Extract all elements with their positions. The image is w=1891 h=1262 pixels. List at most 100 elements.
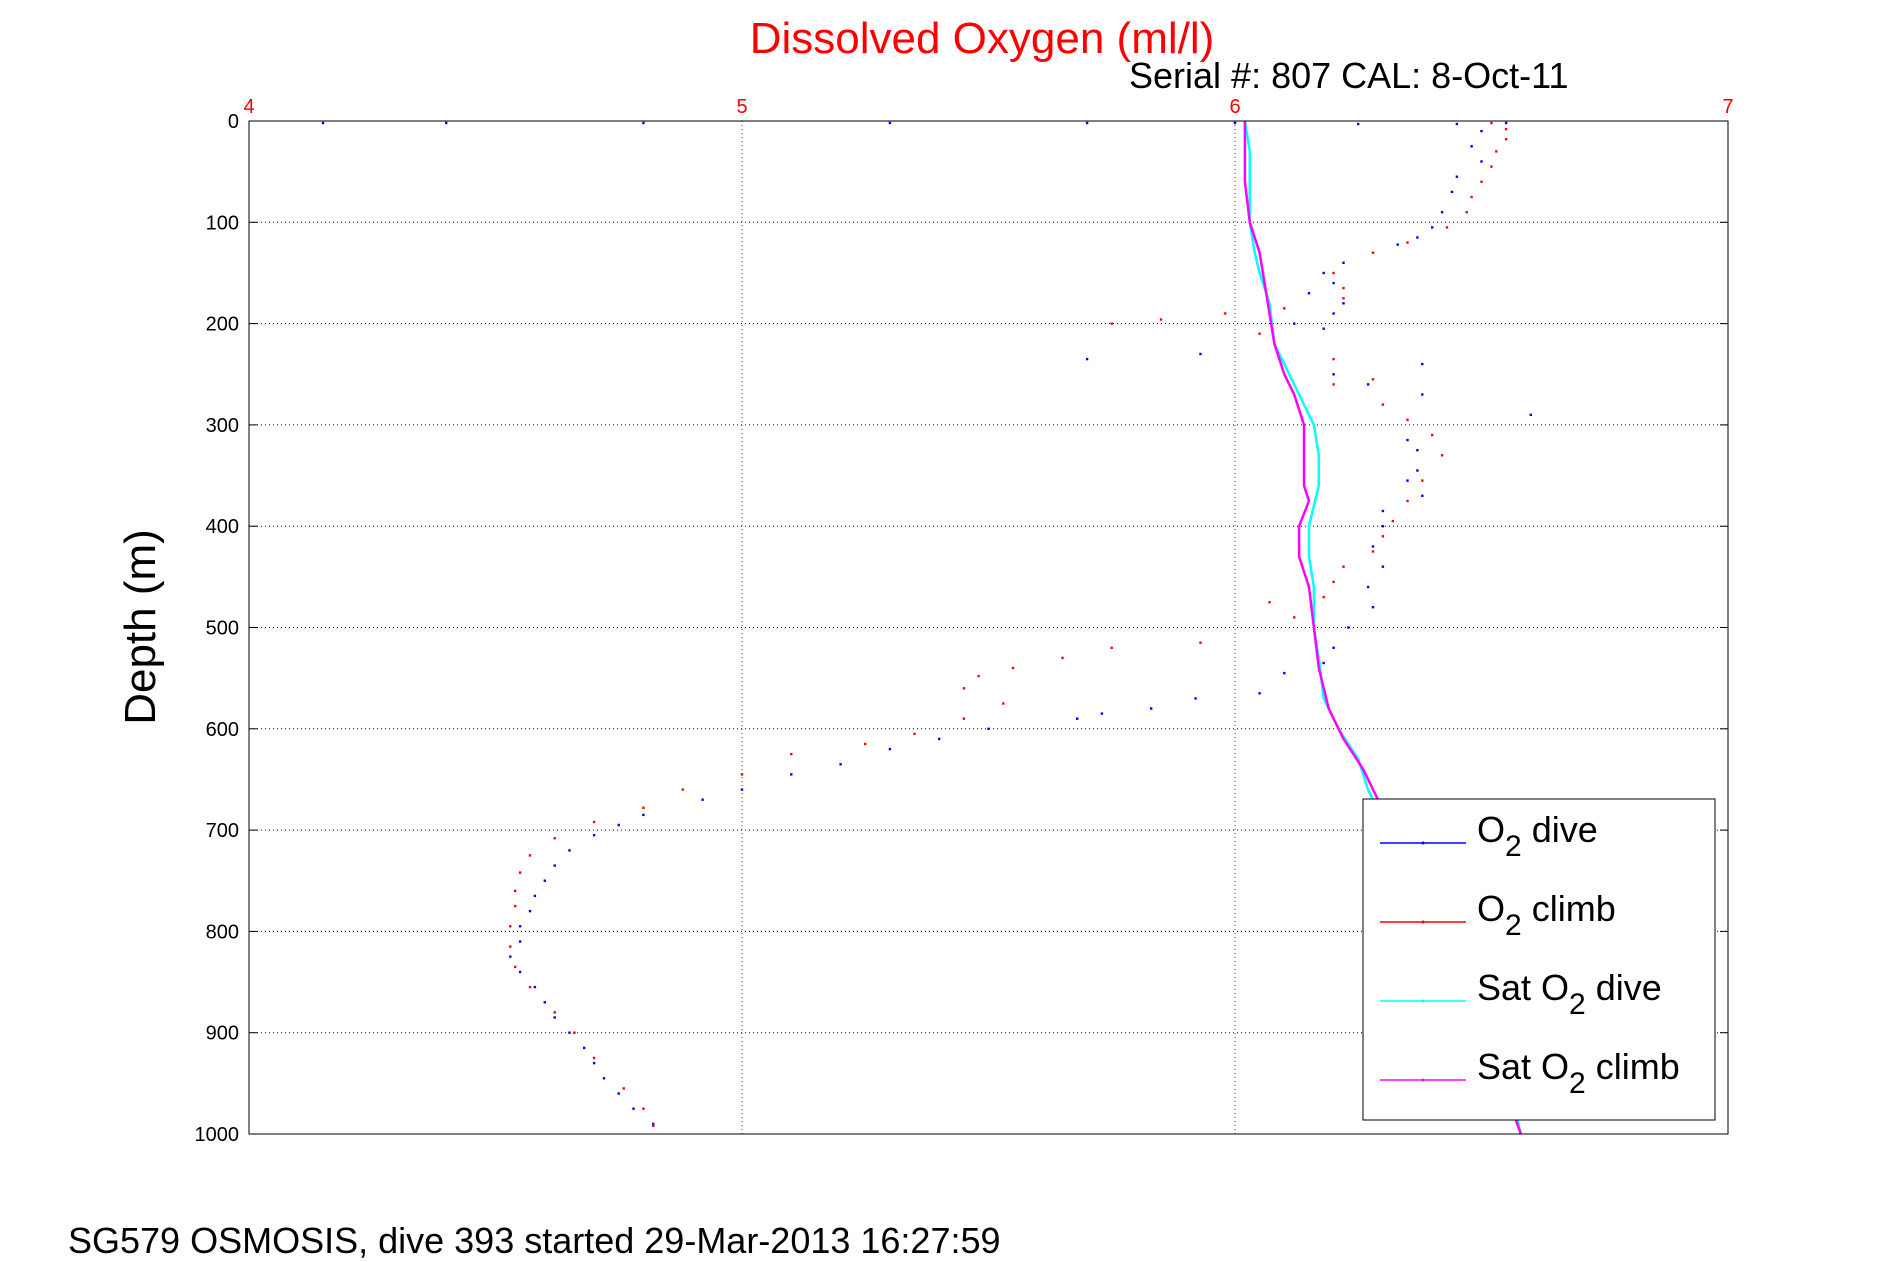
data-point-o2-dive [987, 727, 990, 730]
data-point-o2-dive [1342, 261, 1345, 264]
data-point-o2-climb [1465, 211, 1468, 214]
y-tick-label: 300 [206, 415, 239, 437]
footer-text: SG579 OSMOSIS, dive 393 started 29-Mar-2… [68, 1220, 1001, 1261]
data-point-o2-dive [1480, 160, 1483, 163]
data-point-o2-climb [642, 806, 645, 809]
data-point-o2-climb [1199, 641, 1202, 644]
data-point-o2-dive [1199, 352, 1202, 356]
chart-title: Dissolved Oxygen (ml/l) [750, 14, 1215, 63]
data-point-o2-dive [1293, 322, 1296, 325]
x-tick-label: 7 [1722, 96, 1733, 118]
data-point-o2-dive [652, 1122, 655, 1126]
y-tick-label: 800 [206, 921, 239, 943]
data-point-o2-climb [652, 1124, 655, 1128]
data-point-o2-climb [1293, 616, 1296, 619]
data-point-o2-dive [1332, 281, 1335, 285]
y-tick-label: 700 [206, 820, 239, 842]
data-point-o2-dive [1416, 469, 1419, 472]
data-point-o2-climb [1371, 378, 1375, 381]
data-point-o2-climb [977, 674, 980, 678]
y-tick-label: 400 [206, 516, 239, 538]
data-point-o2-climb [1061, 656, 1064, 660]
data-point-o2-dive [543, 879, 546, 882]
data-point-o2-climb [1332, 271, 1335, 275]
data-point-o2-dive [533, 894, 537, 898]
data-point-o2-climb [514, 965, 517, 969]
data-point-o2-climb [592, 1056, 596, 1060]
legend: O2 dive O2 climb Sat O2 dive Sat O2 climb [1362, 798, 1716, 1121]
data-point-o2-dive [1416, 449, 1419, 452]
data-point-o2-climb [864, 742, 867, 746]
data-point-o2-dive [533, 985, 537, 989]
data-point-o2-dive [568, 1031, 571, 1034]
data-point-o2-climb [1504, 127, 1508, 131]
data-point-o2-climb [1440, 454, 1444, 457]
data-point-o2-dive [790, 773, 793, 776]
data-point-o2-climb [1332, 580, 1335, 584]
data-point-o2-climb [790, 752, 793, 756]
data-point-o2-climb [1110, 646, 1113, 649]
data-point-o2-dive [1322, 271, 1325, 275]
data-point-o2-dive [1085, 357, 1089, 361]
data-point-o2-dive [1085, 121, 1089, 125]
data-point-o2-dive [592, 1061, 596, 1065]
data-point-o2-dive [1307, 292, 1311, 295]
data-point-o2-climb [1159, 318, 1163, 321]
legend-label: O2 climb [1477, 888, 1616, 942]
data-point-o2-dive [518, 925, 522, 928]
data-point-o2-dive [1450, 190, 1454, 194]
data-point-o2-dive [1371, 545, 1375, 548]
data-point-o2-dive [1529, 413, 1532, 416]
y-tick-label: 600 [206, 719, 239, 741]
data-point-o2-dive [518, 940, 522, 943]
data-point-o2-dive [1440, 211, 1444, 214]
data-point-o2-climb [681, 788, 684, 791]
data-point-o2-dive [1455, 122, 1459, 126]
data-point-o2-dive [632, 1107, 635, 1110]
data-point-o2-climb [1283, 307, 1286, 310]
data-point-o2-dive [1470, 145, 1473, 148]
y-axis-label: Depth (m) [116, 529, 165, 725]
data-point-o2-dive [321, 121, 325, 125]
data-point-o2-climb [1223, 312, 1227, 315]
data-point-o2-dive [888, 747, 892, 751]
data-point-o2-dive [1371, 606, 1375, 609]
y-tick-labels: 0 100 200 300 400 500 600 700 800 900 1000 [195, 111, 240, 1146]
data-point-o2-climb [1332, 383, 1335, 386]
data-point-o2-dive [543, 1001, 546, 1004]
legend-swatch-marker [1421, 999, 1425, 1003]
data-point-o2-dive [1406, 479, 1409, 482]
data-point-o2-dive [1322, 327, 1325, 330]
data-point-o2-climb [1011, 666, 1015, 670]
data-point-o2-dive [938, 737, 941, 741]
data-point-o2-dive [1357, 122, 1360, 126]
data-point-o2-dive [553, 864, 556, 867]
data-point-o2-climb [1342, 565, 1345, 568]
y-tick-label: 500 [206, 618, 239, 640]
data-point-o2-dive [1322, 661, 1325, 665]
data-point-o2-dive [1347, 626, 1350, 629]
data-point-o2-climb [514, 889, 517, 893]
legend-swatch-marker [1421, 920, 1425, 924]
data-point-o2-climb [1470, 195, 1473, 199]
data-point-o2-dive [1381, 525, 1385, 528]
data-point-o2-climb [1431, 433, 1434, 437]
data-point-o2-climb [1480, 180, 1483, 183]
data-point-o2-climb [1110, 322, 1113, 325]
data-point-o2-climb [592, 820, 596, 824]
data-point-o2-dive [518, 970, 522, 974]
y-tick-label: 100 [206, 212, 239, 234]
data-point-o2-dive [1504, 121, 1508, 125]
data-point-o2-dive [1366, 383, 1370, 386]
data-point-o2-dive [1332, 312, 1335, 315]
data-point-o2-dive [1480, 129, 1483, 133]
x-tick-label: 6 [1229, 96, 1240, 118]
data-point-o2-climb [1342, 286, 1345, 290]
data-point-o2-climb [1381, 535, 1385, 538]
data-point-o2-dive [1416, 236, 1419, 239]
legend-swatch-marker [1421, 1078, 1425, 1082]
data-point-o2-climb [622, 1087, 625, 1090]
data-point-o2-dive [1100, 712, 1104, 715]
data-point-o2-climb [1322, 595, 1325, 599]
data-point-o2-climb [1002, 702, 1005, 705]
